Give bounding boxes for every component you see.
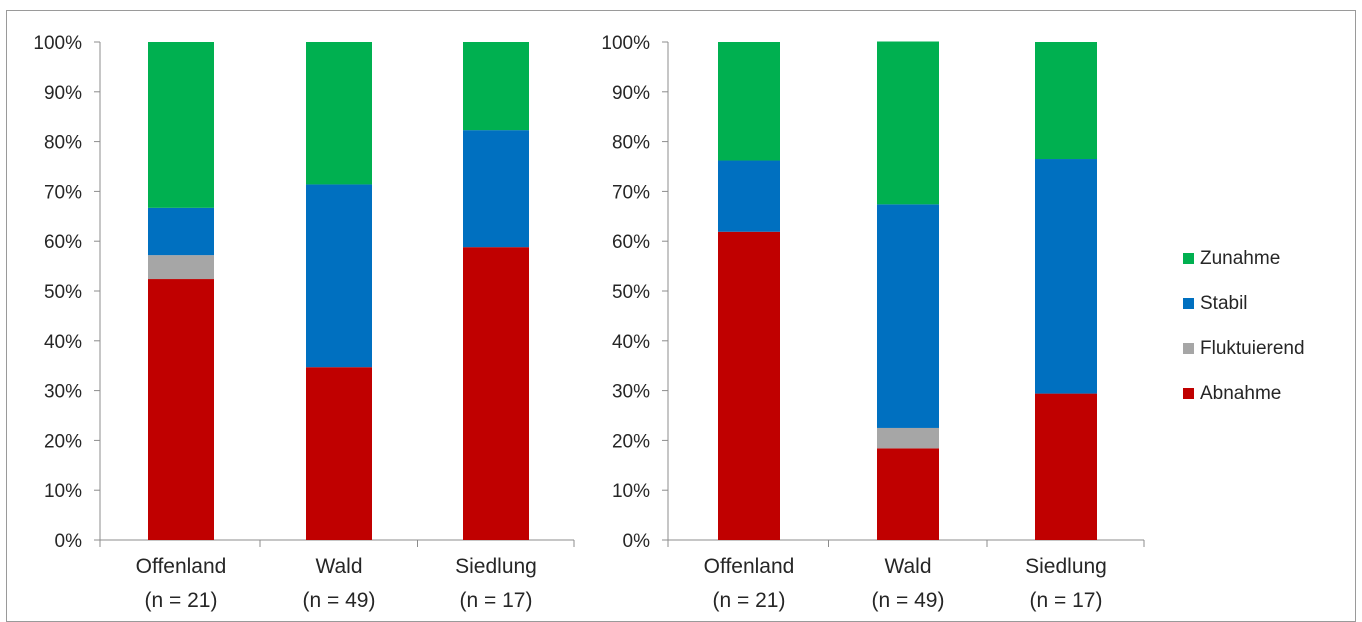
x-category-label: (n = 17) bbox=[1030, 589, 1103, 612]
y-tick-label: 80% bbox=[612, 133, 650, 154]
bar-segment-stabil bbox=[148, 207, 214, 256]
x-category-label: (n = 17) bbox=[460, 589, 533, 612]
x-category-label: (n = 49) bbox=[303, 589, 376, 612]
bar-segment-fluktuierend bbox=[148, 255, 214, 280]
bar-segment-stabil bbox=[306, 184, 372, 368]
legend-swatch-stabil bbox=[1183, 298, 1194, 309]
legend-label-zunahme: Zunahme bbox=[1200, 247, 1281, 269]
bar-segment-abnahme bbox=[718, 231, 780, 540]
legend-item-abnahme: Abnahme bbox=[1183, 371, 1305, 416]
y-tick-label: 100% bbox=[33, 33, 82, 54]
bar-segment-zunahme bbox=[718, 42, 780, 161]
bar-segment-zunahme bbox=[463, 42, 529, 131]
y-tick-label: 40% bbox=[44, 332, 82, 353]
bar-segment-stabil bbox=[718, 160, 780, 232]
y-tick-label: 80% bbox=[44, 133, 82, 154]
x-category-label: Wald bbox=[884, 555, 931, 578]
x-category-label: (n = 49) bbox=[872, 589, 945, 612]
y-tick-label: 30% bbox=[44, 382, 82, 403]
y-tick-label: 90% bbox=[612, 83, 650, 104]
bar-segment-abnahme bbox=[148, 279, 214, 540]
legend-swatch-zunahme bbox=[1183, 253, 1194, 264]
y-tick-label: 50% bbox=[44, 282, 82, 303]
y-tick-label: 0% bbox=[55, 531, 83, 552]
bar-segment-abnahme bbox=[877, 448, 939, 540]
legend-label-fluktuierend: Fluktuierend bbox=[1200, 337, 1305, 359]
x-category-label: (n = 21) bbox=[713, 589, 786, 612]
chart-frame bbox=[6, 10, 1356, 622]
x-category-label: Wald bbox=[315, 555, 362, 578]
legend-swatch-fluktuierend bbox=[1183, 343, 1194, 354]
x-category-label: (n = 21) bbox=[145, 589, 218, 612]
bar-segment-stabil bbox=[463, 130, 529, 248]
bar-segment-zunahme bbox=[1035, 42, 1097, 160]
y-tick-label: 50% bbox=[612, 282, 650, 303]
bar-segment-zunahme bbox=[877, 41, 939, 205]
y-tick-label: 10% bbox=[44, 481, 82, 502]
y-tick-label: 30% bbox=[612, 382, 650, 403]
bar-segment-zunahme bbox=[306, 42, 372, 185]
y-tick-label: 70% bbox=[44, 182, 82, 203]
y-tick-label: 40% bbox=[612, 332, 650, 353]
bar-segment-fluktuierend bbox=[877, 427, 939, 449]
bar-segment-stabil bbox=[877, 204, 939, 428]
y-tick-label: 60% bbox=[44, 232, 82, 253]
x-category-label: Offenland bbox=[704, 555, 795, 578]
y-tick-label: 70% bbox=[612, 182, 650, 203]
legend-item-fluktuierend: Fluktuierend bbox=[1183, 326, 1305, 371]
y-tick-label: 60% bbox=[612, 232, 650, 253]
legend-swatch-abnahme bbox=[1183, 388, 1194, 399]
y-tick-label: 90% bbox=[44, 83, 82, 104]
bar-segment-zunahme bbox=[148, 42, 214, 208]
bar-segment-abnahme bbox=[306, 367, 372, 540]
legend-item-zunahme: Zunahme bbox=[1183, 236, 1305, 281]
x-category-label: Offenland bbox=[136, 555, 227, 578]
x-category-label: Siedlung bbox=[455, 555, 537, 578]
y-tick-label: 0% bbox=[623, 531, 651, 552]
legend: Zunahme Stabil Fluktuierend Abnahme bbox=[1183, 236, 1305, 416]
y-tick-label: 20% bbox=[612, 431, 650, 452]
legend-label-abnahme: Abnahme bbox=[1200, 382, 1282, 404]
legend-item-stabil: Stabil bbox=[1183, 281, 1305, 326]
y-tick-label: 20% bbox=[44, 431, 82, 452]
bar-segment-abnahme bbox=[1035, 393, 1097, 540]
bar-segment-stabil bbox=[1035, 159, 1097, 394]
bar-segment-abnahme bbox=[463, 247, 529, 540]
legend-label-stabil: Stabil bbox=[1200, 292, 1248, 314]
x-category-label: Siedlung bbox=[1025, 555, 1107, 578]
y-tick-label: 10% bbox=[612, 481, 650, 502]
y-tick-label: 100% bbox=[601, 33, 650, 54]
